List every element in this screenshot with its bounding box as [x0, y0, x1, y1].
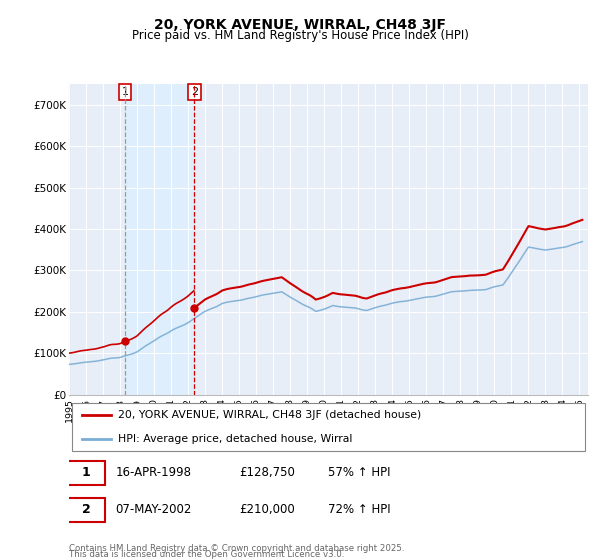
- FancyBboxPatch shape: [67, 498, 106, 522]
- Text: 2: 2: [82, 503, 91, 516]
- Text: £128,750: £128,750: [239, 466, 295, 479]
- Text: 07-MAY-2002: 07-MAY-2002: [116, 503, 192, 516]
- Text: Contains HM Land Registry data © Crown copyright and database right 2025.: Contains HM Land Registry data © Crown c…: [69, 544, 404, 553]
- Text: 1: 1: [82, 466, 91, 479]
- Text: 57% ↑ HPI: 57% ↑ HPI: [328, 466, 391, 479]
- Text: 2: 2: [191, 87, 198, 97]
- Text: This data is licensed under the Open Government Licence v3.0.: This data is licensed under the Open Gov…: [69, 550, 344, 559]
- Text: £210,000: £210,000: [239, 503, 295, 516]
- FancyBboxPatch shape: [67, 460, 106, 485]
- Text: 20, YORK AVENUE, WIRRAL, CH48 3JF: 20, YORK AVENUE, WIRRAL, CH48 3JF: [154, 18, 446, 32]
- Text: Price paid vs. HM Land Registry's House Price Index (HPI): Price paid vs. HM Land Registry's House …: [131, 29, 469, 42]
- Text: 72% ↑ HPI: 72% ↑ HPI: [328, 503, 391, 516]
- Bar: [125, 84, 194, 395]
- Text: 1: 1: [121, 87, 128, 97]
- Text: HPI: Average price, detached house, Wirral: HPI: Average price, detached house, Wirr…: [118, 434, 353, 444]
- Text: 16-APR-1998: 16-APR-1998: [116, 466, 191, 479]
- FancyBboxPatch shape: [71, 403, 586, 451]
- Text: 20, YORK AVENUE, WIRRAL, CH48 3JF (detached house): 20, YORK AVENUE, WIRRAL, CH48 3JF (detac…: [118, 410, 422, 420]
